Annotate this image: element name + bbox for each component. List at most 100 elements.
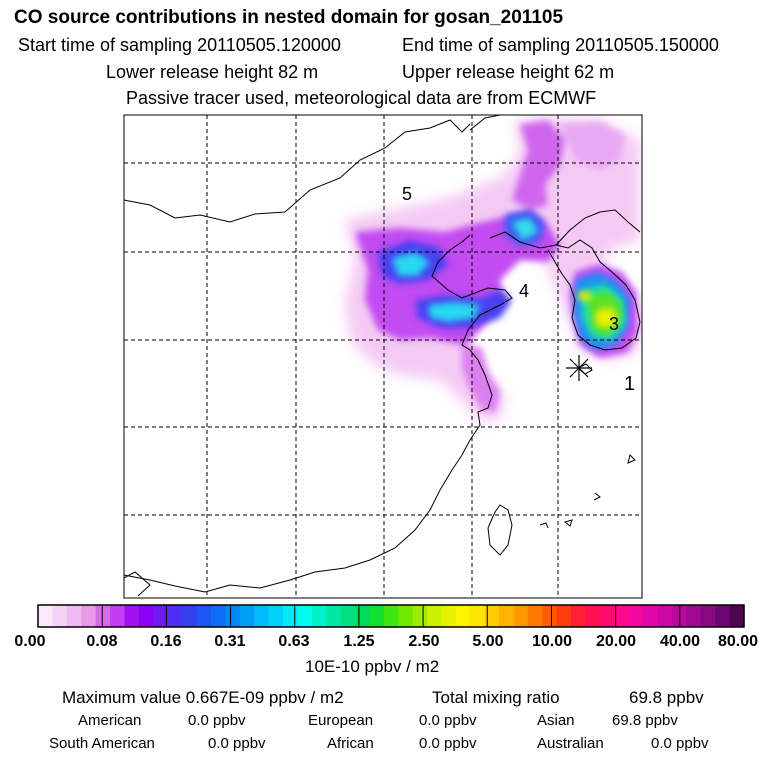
region-value-south-american: 0.0 ppbv (208, 735, 266, 752)
plume-purple-north (512, 120, 565, 210)
colorbar-swatch (715, 605, 731, 627)
colorbar-swatch (527, 605, 543, 627)
coastlines (124, 115, 641, 597)
colorbar-tick-label: 10.00 (531, 633, 573, 650)
region-name-australian: Australian (537, 735, 604, 752)
colorbar-swatch (225, 605, 241, 627)
region-label-1: 1 (624, 373, 635, 395)
colorbar-swatch (657, 605, 673, 627)
coastline-hainan (124, 571, 151, 597)
colorbar-tick-label: 2.50 (408, 633, 440, 650)
colorbar-swatch (441, 605, 457, 627)
coastline-north-inlet (469, 115, 501, 131)
coastline-island-small-1 (627, 454, 636, 464)
total-mixing-ratio-value: 69.8 ppbv (629, 688, 704, 707)
concentration-field (124, 115, 641, 597)
colorbar-tick-label: 0.16 (150, 633, 182, 650)
colorbar-swatch (455, 605, 471, 627)
colorbar-swatch (398, 605, 414, 627)
colorbar-swatch (196, 605, 212, 627)
colorbar-swatch (282, 605, 298, 627)
colorbar-tick-label: 0.00 (14, 633, 46, 650)
colorbar-swatch (340, 605, 356, 627)
colorbar-swatch (412, 605, 428, 627)
colorbar-border (37, 604, 745, 628)
colorbar-units: 10E-10 ppbv / m2 (305, 657, 440, 676)
colorbar-swatch (484, 605, 500, 627)
region-value-european: 0.0 ppbv (419, 712, 477, 729)
colorbar-swatch (354, 605, 370, 627)
region-label-3: 3 (609, 314, 619, 334)
colorbar-swatch (38, 605, 54, 627)
colorbar-swatch (326, 605, 342, 627)
tracer-note: Passive tracer used, meteorological data… (126, 88, 597, 108)
map-frame (123, 114, 643, 599)
total-mixing-ratio-label: Total mixing ratio (432, 688, 560, 707)
plume-pink-northeast (560, 122, 625, 170)
region-value-australian: 0.0 ppbv (651, 735, 709, 752)
region-name-american: American (78, 712, 142, 729)
colorbar-swatch (686, 605, 702, 627)
colorbar-swatch (110, 605, 126, 627)
plume-cyan-1 (392, 252, 430, 276)
colorbar-swatch (167, 605, 183, 627)
colorbar-swatch (210, 605, 226, 627)
region-label-5: 5 (402, 184, 412, 204)
lat-lon-grid (124, 115, 642, 598)
coastline-island-small-3 (563, 519, 573, 527)
colorbar-swatch (153, 605, 169, 627)
coastline-bohai (124, 234, 513, 593)
colorbar-tick-label: 40.00 (659, 633, 701, 650)
colorbar-swatch (571, 605, 587, 627)
colorbar-swatch (700, 605, 716, 627)
region-label-4: 4 (519, 281, 529, 301)
colorbar-swatch (124, 605, 140, 627)
receptor-site-marker (566, 355, 592, 381)
colorbar-tick-label: 0.31 (214, 633, 246, 650)
colorbar-tick-label: 20.00 (595, 633, 637, 650)
upper-release-height-label: Upper release height 62 m (402, 62, 615, 82)
colorbar-swatch (427, 605, 443, 627)
colorbar-swatch (239, 605, 255, 627)
coastline-island-small-4 (593, 492, 601, 501)
colorbar-swatch (369, 605, 385, 627)
colorbar-swatch (311, 605, 327, 627)
colorbar-swatch (513, 605, 529, 627)
coastline-manchuria (489, 209, 641, 249)
colorbar-swatch (499, 605, 515, 627)
coastline-korea (547, 239, 641, 351)
region-value-american: 0.0 ppbv (188, 712, 246, 729)
colorbar (38, 605, 745, 627)
colorbar-swatch (585, 605, 601, 627)
colorbar-swatch (470, 605, 486, 627)
lower-release-height-label: Lower release height 82 m (106, 62, 319, 82)
region-name-european: European (308, 712, 374, 729)
colorbar-tick-label: 0.08 (86, 633, 118, 650)
region-value-african: 0.0 ppbv (419, 735, 477, 752)
coastline-island-small-2 (539, 522, 549, 529)
colorbar-swatch (599, 605, 615, 627)
coastline-taiwan (487, 504, 513, 556)
region-name-asian: Asian (537, 712, 575, 729)
colorbar-swatch (52, 605, 68, 627)
coastline-mongolia-border (124, 119, 471, 223)
colorbar-swatch (66, 605, 82, 627)
colorbar-swatch (556, 605, 572, 627)
colorbar-tick-label: 80.00 (717, 633, 759, 650)
end-time-label: End time of sampling 20110505.150000 (402, 35, 719, 55)
region-value-asian: 69.8 ppbv (612, 712, 678, 729)
plume-cyan-2 (428, 302, 480, 322)
colorbar-swatch (628, 605, 644, 627)
colorbar-swatch (383, 605, 399, 627)
colorbar-swatch (297, 605, 313, 627)
plot-title: CO source contributions in nested domain… (14, 7, 564, 28)
colorbar-swatch (542, 605, 558, 627)
plume-cyan-3 (512, 218, 538, 240)
colorbar-swatch (268, 605, 284, 627)
colorbar-dividers (101, 605, 681, 627)
start-time-label: Start time of sampling 20110505.120000 (18, 35, 341, 55)
colorbar-swatch (614, 605, 630, 627)
colorbar-tick-label: 0.63 (278, 633, 310, 650)
plume-yellow-north (578, 291, 590, 301)
colorbar-tick-label: 5.00 (472, 633, 504, 650)
